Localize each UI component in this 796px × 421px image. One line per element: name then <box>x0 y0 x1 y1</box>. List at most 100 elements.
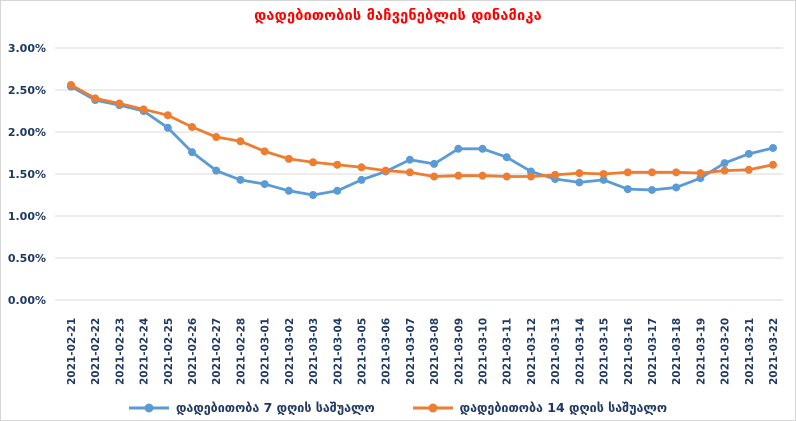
x-tick-label: 2021-02-23 <box>114 318 126 385</box>
x-tick-label: 2021-03-13 <box>550 318 562 385</box>
x-tick-label: 2021-03-21 <box>744 318 756 385</box>
data-point-marker-1 <box>672 168 681 177</box>
legend-marker-7day-icon <box>128 403 169 412</box>
data-point-marker-1 <box>696 169 705 178</box>
data-point-marker-0 <box>672 183 681 192</box>
data-point-marker-0 <box>333 186 342 195</box>
data-point-marker-1 <box>430 172 439 181</box>
data-point-marker-1 <box>284 154 293 163</box>
plot-area: 3.00% 2.50% 2.00% 1.50% 1.00% 0.50% 0.00% 2021-… <box>8 42 783 385</box>
data-point-marker-0 <box>599 175 608 184</box>
data-point-marker-1 <box>551 170 560 179</box>
data-point-marker-1 <box>381 166 390 175</box>
y-tick-label: 0.50% <box>8 252 46 265</box>
data-point-marker-1 <box>212 133 221 142</box>
x-tick-label: 2021-03-04 <box>332 318 344 385</box>
data-point-marker-1 <box>91 94 100 103</box>
x-tick-label: 2021-03-09 <box>453 318 465 385</box>
x-tick-label: 2021-03-16 <box>623 318 635 385</box>
legend-marker-14day-icon <box>412 403 453 412</box>
y-tick-label: 1.50% <box>8 168 46 181</box>
data-point-marker-0 <box>284 186 293 195</box>
data-point-marker-0 <box>454 144 463 153</box>
legend: დადებითობა 7 დღის საშუალო დადებითობა 14 … <box>1 400 795 415</box>
x-tick-label: 2021-03-11 <box>502 318 514 385</box>
data-point-marker-1 <box>478 171 487 180</box>
x-tick-label: 2021-03-20 <box>720 318 732 385</box>
legend-label-14day: დადებითობა 14 დღის საშუალო <box>459 400 668 415</box>
y-tick-label: 0.00% <box>8 294 46 307</box>
data-point-marker-0 <box>502 153 511 162</box>
data-point-marker-1 <box>599 170 608 178</box>
y-tick-label: 2.50% <box>8 84 46 97</box>
x-tick-label: 2021-03-06 <box>381 318 393 385</box>
data-point-marker-0 <box>212 166 221 175</box>
x-tick-label: 2021-03-10 <box>478 318 490 385</box>
data-point-marker-1 <box>333 160 342 169</box>
data-point-marker-0 <box>769 143 777 152</box>
x-tick-label: 2021-03-17 <box>647 318 659 385</box>
x-tick-label: 2021-03-15 <box>599 318 611 385</box>
data-point-marker-1 <box>769 160 777 169</box>
data-point-marker-1 <box>260 147 269 156</box>
data-point-marker-1 <box>67 80 75 89</box>
data-point-marker-0 <box>405 155 414 164</box>
data-point-marker-0 <box>623 185 632 194</box>
data-point-marker-0 <box>720 159 729 168</box>
data-point-marker-1 <box>188 122 197 131</box>
x-tick-label: 2021-02-26 <box>187 318 199 385</box>
data-point-marker-1 <box>454 171 463 180</box>
data-point-marker-0 <box>236 175 245 184</box>
data-point-marker-1 <box>720 166 729 175</box>
data-point-marker-1 <box>647 168 656 177</box>
x-tick-label: 2021-02-21 <box>66 318 78 385</box>
x-tick-label: 2021-03-22 <box>768 318 780 385</box>
x-tick-label: 2021-02-24 <box>139 318 151 385</box>
chart-title: დადებითობის მაჩვენებლის დინამიკა <box>254 8 542 24</box>
data-point-marker-0 <box>188 148 197 157</box>
data-point-marker-1 <box>236 137 245 146</box>
data-point-marker-1 <box>357 163 366 172</box>
x-tick-label: 2021-03-05 <box>356 318 368 385</box>
x-tick-label: 2021-03-12 <box>526 318 538 385</box>
x-tick-label: 2021-03-02 <box>284 318 296 385</box>
x-tick-label: 2021-03-07 <box>405 318 417 385</box>
x-tick-label: 2021-03-19 <box>695 318 707 385</box>
x-tick-label: 2021-02-27 <box>211 318 223 385</box>
data-point-marker-0 <box>309 191 318 199</box>
x-tick-label: 2021-03-18 <box>671 318 683 385</box>
data-point-marker-1 <box>115 99 124 108</box>
data-point-marker-1 <box>309 158 318 167</box>
data-point-marker-1 <box>526 172 535 181</box>
legend-item-7day[interactable]: დადებითობა 7 დღის საშუალო <box>128 400 375 415</box>
data-point-marker-1 <box>163 111 172 120</box>
x-tick-label: 2021-03-08 <box>429 318 441 385</box>
y-tick-label: 3.00% <box>8 42 46 55</box>
y-tick-label: 1.00% <box>8 210 46 223</box>
y-tick-label: 2.00% <box>8 126 46 139</box>
x-tick-label: 2021-02-28 <box>235 318 247 385</box>
data-point-marker-0 <box>163 123 172 132</box>
data-point-marker-0 <box>260 180 269 189</box>
x-tick-label: 2021-03-03 <box>308 318 320 385</box>
legend-label-7day: დადებითობა 7 დღის საშუალო <box>175 400 375 415</box>
data-point-marker-0 <box>357 175 366 184</box>
data-point-marker-1 <box>575 169 584 178</box>
data-point-marker-1 <box>139 105 148 114</box>
series-line-1 <box>69 83 775 178</box>
x-tick-label: 2021-03-01 <box>260 318 272 385</box>
data-point-marker-0 <box>430 159 439 168</box>
data-point-marker-0 <box>478 144 487 153</box>
data-point-marker-1 <box>502 172 511 181</box>
series-line-0 <box>69 85 775 197</box>
data-point-marker-1 <box>405 168 414 177</box>
data-point-marker-0 <box>575 178 584 187</box>
data-point-marker-0 <box>647 185 656 194</box>
data-point-marker-1 <box>623 168 632 177</box>
x-tick-label: 2021-03-14 <box>574 318 586 385</box>
legend-item-14day[interactable]: დადებითობა 14 დღის საშუალო <box>412 400 668 415</box>
x-tick-label: 2021-02-25 <box>163 318 175 385</box>
data-point-marker-0 <box>744 149 753 158</box>
data-point-marker-1 <box>744 165 753 174</box>
